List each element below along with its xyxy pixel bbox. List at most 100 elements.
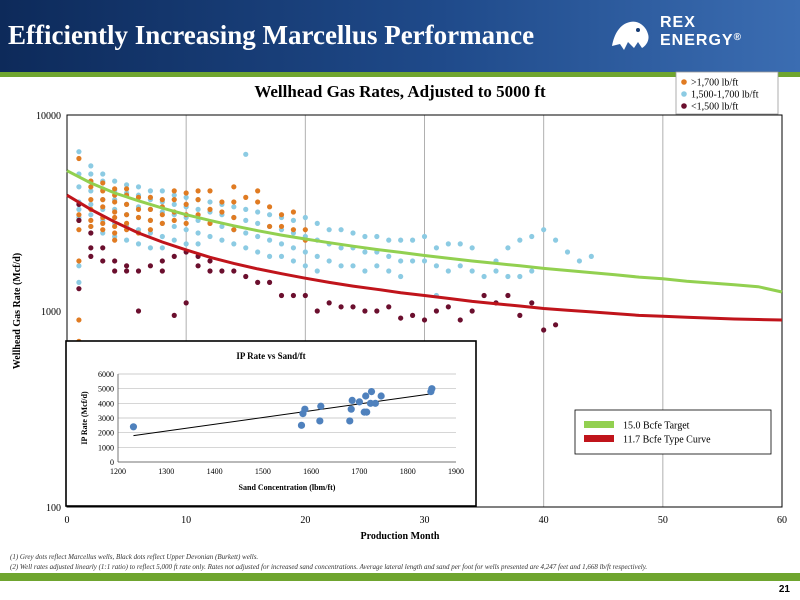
- data-point-orange: [135, 214, 142, 221]
- plot-area: [66, 114, 783, 508]
- data-point-orange: [112, 186, 118, 192]
- legend-box: [574, 409, 772, 455]
- data-point-light_blue: [398, 258, 404, 264]
- data-point-maroon: [255, 279, 261, 285]
- data-point-orange: [135, 206, 142, 212]
- data-point-maroon: [338, 304, 344, 310]
- data-point-maroon: [457, 317, 463, 323]
- data-point-orange: [100, 220, 106, 226]
- footer-bar: [0, 573, 800, 581]
- data-point-orange: [302, 227, 308, 233]
- data-point-light_blue: [529, 233, 535, 240]
- inset-x-tick-label: 1400: [207, 467, 223, 476]
- data-point-maroon: [195, 263, 201, 269]
- data-point-orange: [76, 155, 82, 162]
- data-point-light_blue: [362, 233, 368, 240]
- data-point-light_blue: [576, 258, 583, 264]
- data-point-maroon: [374, 308, 380, 314]
- inset-data-point: [129, 423, 138, 431]
- data-point-maroon: [183, 300, 189, 306]
- x-tick-label: 20: [300, 515, 310, 526]
- data-point-orange: [123, 220, 130, 226]
- data-point-orange: [255, 188, 261, 194]
- y-tick-label: 100: [46, 503, 61, 514]
- inset-data-point: [377, 392, 385, 400]
- data-point-maroon: [362, 308, 368, 314]
- data-point-light_blue: [88, 201, 94, 207]
- data-point-maroon: [100, 245, 106, 251]
- curve-red_line: [66, 193, 783, 322]
- data-point-light_blue: [314, 220, 320, 226]
- data-point-light_blue: [505, 273, 511, 280]
- data-point-light_blue: [195, 206, 201, 212]
- data-point-light_blue: [505, 245, 511, 251]
- data-point-light_blue: [302, 249, 308, 255]
- inset-y-tick-label: 3000: [98, 414, 114, 423]
- data-point-light_blue: [469, 245, 475, 251]
- data-point-orange: [278, 223, 285, 230]
- inset-x-tick-label: 1300: [158, 467, 174, 476]
- data-point-light_blue: [266, 237, 273, 243]
- data-point-maroon: [159, 268, 165, 274]
- data-point-light_blue: [469, 268, 475, 274]
- data-point-orange: [112, 209, 118, 215]
- data-point-orange: [195, 197, 201, 203]
- legend-label: <1,500 lb/ft: [691, 102, 739, 113]
- data-point-light_blue: [195, 241, 201, 247]
- data-point-light_blue: [76, 279, 82, 285]
- data-point-light_blue: [255, 209, 261, 215]
- data-point-maroon: [88, 253, 94, 259]
- data-point-light_blue: [255, 220, 261, 226]
- data-point-light_blue: [159, 188, 165, 194]
- data-point-orange: [112, 199, 118, 205]
- inset-data-point: [316, 417, 324, 425]
- inset-y-tick-label: 5000: [98, 385, 114, 394]
- data-point-maroon: [76, 286, 82, 292]
- inset-x-tick-label: 1500: [255, 467, 271, 476]
- data-point-orange: [147, 194, 154, 200]
- data-point-maroon: [112, 258, 118, 264]
- data-point-light_blue: [588, 253, 594, 259]
- data-point-orange: [159, 197, 165, 203]
- data-point-orange: [290, 227, 297, 233]
- legend-swatch-red_line: [584, 435, 614, 442]
- data-point-orange: [76, 258, 82, 264]
- inset-x-tick-label: 1800: [400, 467, 416, 476]
- data-point-maroon: [278, 292, 285, 299]
- data-point-orange: [171, 197, 177, 203]
- data-point-light_blue: [290, 217, 297, 223]
- data-point-light_blue: [135, 184, 142, 190]
- data-point-orange: [159, 212, 165, 218]
- data-point-light_blue: [338, 227, 344, 233]
- data-point-light_blue: [171, 237, 177, 243]
- data-point-maroon: [219, 268, 225, 274]
- data-point-maroon: [350, 304, 356, 310]
- inset-y-tick-label: 0: [110, 458, 114, 467]
- data-point-light_blue: [243, 245, 249, 251]
- data-point-light_blue: [386, 253, 392, 259]
- data-point-orange: [266, 223, 273, 230]
- data-point-light_blue: [350, 263, 356, 269]
- data-point-maroon: [135, 268, 142, 274]
- data-point-light_blue: [409, 258, 416, 264]
- data-point-light_blue: [88, 212, 94, 218]
- data-point-light_blue: [445, 241, 451, 247]
- data-point-light_blue: [123, 182, 130, 188]
- page-title: Efficiently Increasing Marcellus Perform…: [8, 20, 535, 50]
- data-point-maroon: [398, 315, 404, 321]
- data-point-light_blue: [100, 171, 106, 177]
- x-tick-label: 10: [181, 515, 191, 526]
- data-point-orange: [76, 227, 82, 233]
- data-point-orange: [123, 201, 130, 207]
- data-point-light_blue: [457, 263, 463, 269]
- x-tick-label: 50: [658, 515, 668, 526]
- data-point-orange: [243, 194, 249, 200]
- data-point-light_blue: [171, 201, 177, 207]
- data-point-orange: [159, 220, 165, 226]
- data-point-light_blue: [219, 223, 225, 230]
- logo-text-rex: REX: [660, 14, 696, 31]
- data-point-light_blue: [159, 245, 165, 251]
- data-point-light_blue: [338, 245, 344, 251]
- inset-data-point: [346, 417, 354, 425]
